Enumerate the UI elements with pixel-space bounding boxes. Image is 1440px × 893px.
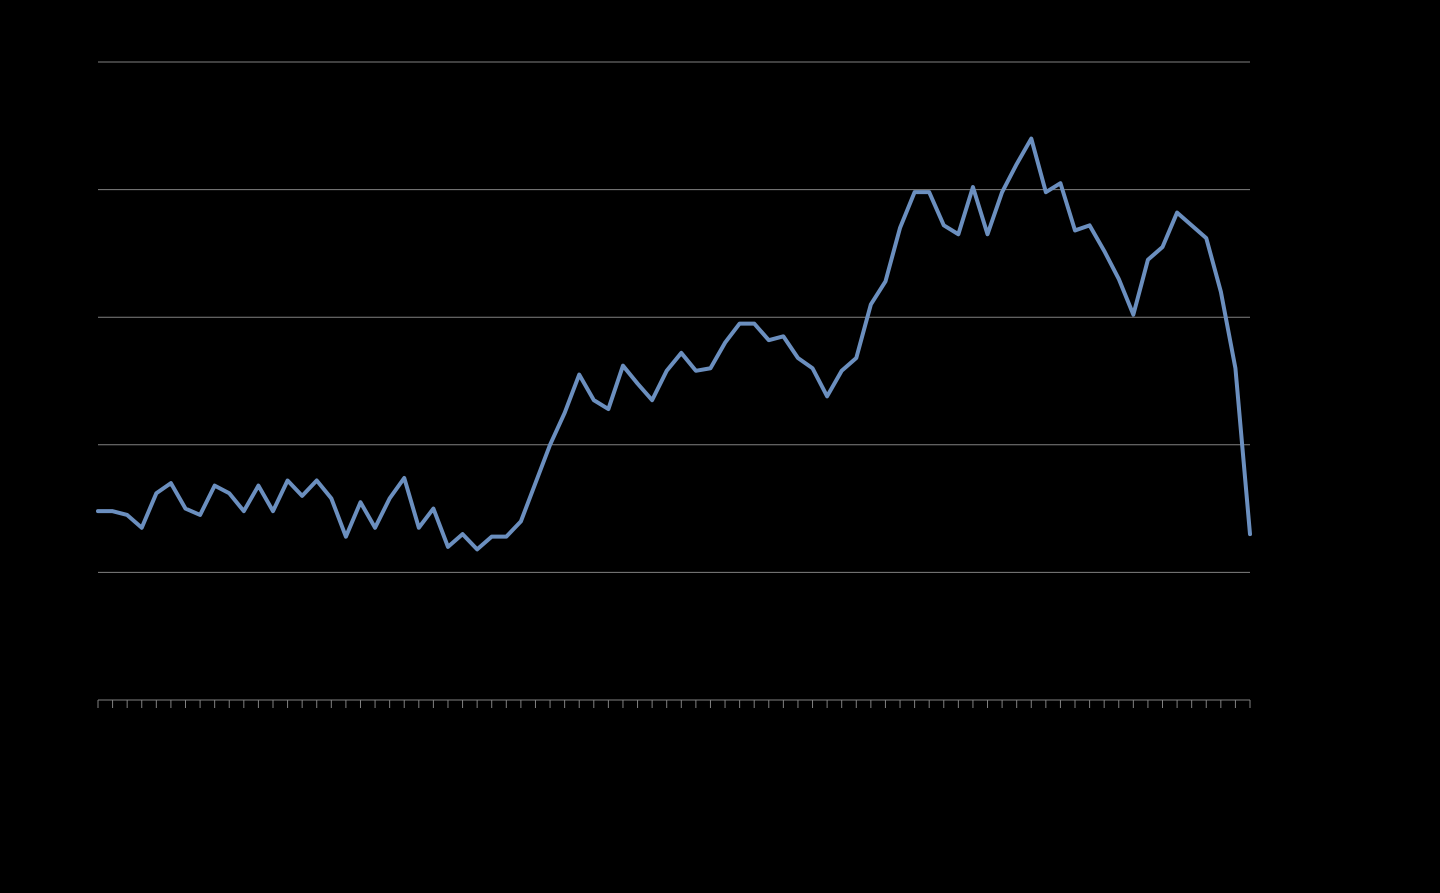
chart-svg [0,0,1440,893]
line-chart [0,0,1440,893]
